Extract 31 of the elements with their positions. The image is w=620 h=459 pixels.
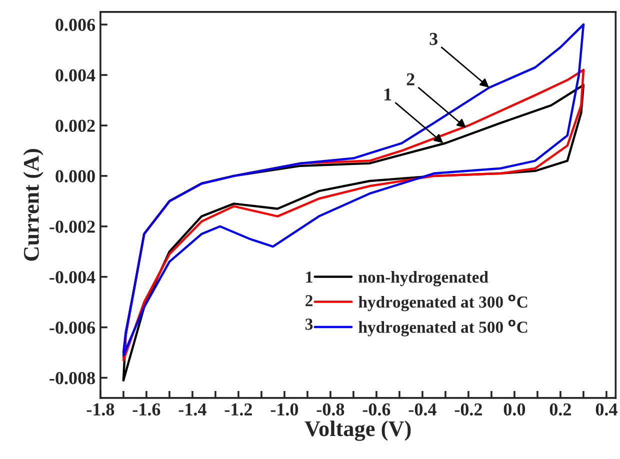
y-axis-title: Current (A) [23, 149, 44, 261]
x-tick-label: -1.2 [224, 403, 252, 416]
x-axis-title: Voltage (V) [304, 420, 411, 441]
annotation: 1 [384, 88, 392, 100]
y-tick-label: 0.000 [56, 170, 95, 182]
x-tick-label: -1.4 [178, 403, 206, 416]
y-tick-label: -0.006 [50, 322, 96, 334]
y-tick-label: 0.004 [56, 69, 96, 82]
x-tick-label: 0.4 [596, 403, 618, 416]
annotation: 2 [406, 73, 414, 86]
x-tick-label: 0.2 [550, 403, 571, 416]
x-tick-label: -0.6 [362, 403, 390, 416]
x-tick-label: -1.8 [86, 403, 114, 416]
y-tick-label: 0.002 [56, 120, 95, 132]
legend-label: non-hydrogenated [358, 271, 488, 286]
x-tick-label: -1.0 [270, 403, 298, 416]
text: 3 [305, 318, 313, 330]
x-tick-label: 0.0 [504, 403, 526, 416]
y-tick-label: 0.006 [56, 18, 96, 32]
x-tick-label: -0.4 [408, 403, 436, 416]
annotation: 3 [430, 32, 438, 46]
legend-label: hydrogenated at 500 $^{o}$C [358, 320, 528, 336]
legend-label: hydrogenated at 300 $^{o}$C [358, 294, 528, 312]
text: 1 [306, 272, 312, 283]
x-tick-label: -0.8 [316, 403, 344, 416]
text: 2 [306, 295, 312, 306]
y-tick-label: -0.004 [50, 271, 96, 284]
x-tick-label: -0.2 [454, 403, 482, 416]
x-tick-label: -1.6 [132, 403, 160, 416]
y-tick-label: -0.008 [50, 372, 95, 384]
y-tick-label: -0.002 [50, 220, 95, 233]
